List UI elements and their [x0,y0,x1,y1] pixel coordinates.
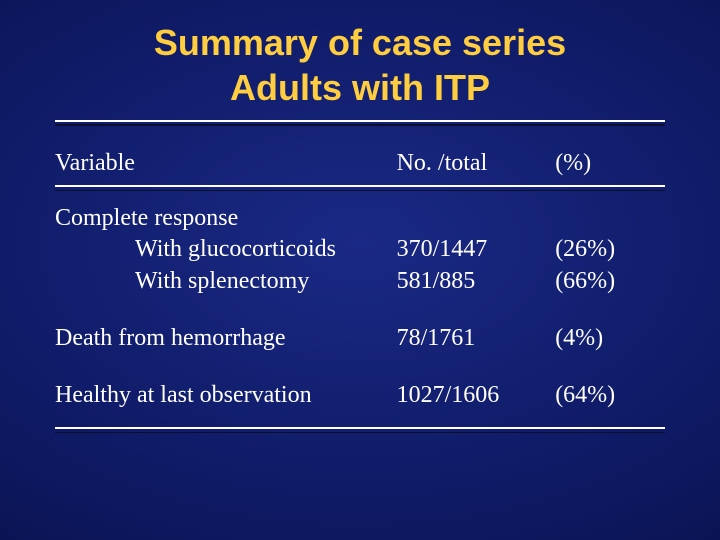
row-label: Death from hemorrhage [55,323,397,354]
row-pct: (26%) [555,234,665,265]
header-variable: Variable [55,148,397,186]
row-no-total: 581/885 [397,266,556,297]
table-end-rule [55,428,665,429]
table-row: Death from hemorrhage 78/1761 (4%) [55,323,665,354]
table-row: With splenectomy 581/885 (66%) [55,266,665,297]
title-line-2: Adults with ITP [230,67,490,108]
row-pct: (4%) [555,323,665,354]
row-no-total: 370/1447 [397,234,556,265]
header-pct: (%) [555,148,665,186]
section-label: Complete response [55,203,397,234]
spacer [55,187,665,203]
table-row: With glucocorticoids 370/1447 (26%) [55,234,665,265]
row-no-total: 78/1761 [397,323,556,354]
data-table: Variable No. /total (%) Complete respons… [55,148,665,429]
spacer [55,297,665,323]
row-label: With glucocorticoids [55,234,397,265]
row-pct: (64%) [555,380,665,411]
title-underline [55,120,665,122]
title-line-1: Summary of case series [154,22,566,63]
table-row: Complete response [55,203,665,234]
row-label: Healthy at last observation [55,380,397,411]
slide-title: Summary of case series Adults with ITP [55,20,665,110]
row-no-total: 1027/1606 [397,380,556,411]
header-no-total: No. /total [397,148,556,186]
table-row: Healthy at last observation 1027/1606 (6… [55,380,665,411]
slide: Summary of case series Adults with ITP V… [0,0,720,540]
row-pct: (66%) [555,266,665,297]
row-label: With splenectomy [55,266,397,297]
spacer [55,354,665,380]
table-header-row: Variable No. /total (%) [55,148,665,186]
spacer [55,411,665,428]
